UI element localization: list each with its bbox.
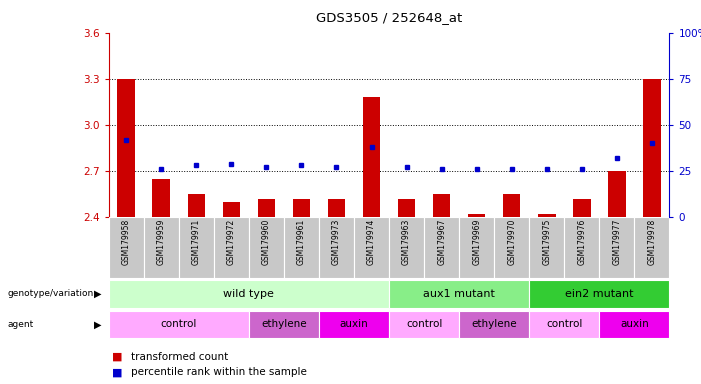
Bar xyxy=(109,217,144,278)
Text: genotype/variation: genotype/variation xyxy=(7,289,93,298)
Text: ▶: ▶ xyxy=(94,289,102,299)
Text: GSM179978: GSM179978 xyxy=(648,219,656,265)
Text: GSM179977: GSM179977 xyxy=(613,219,621,265)
Bar xyxy=(494,217,529,278)
Text: GSM179963: GSM179963 xyxy=(402,219,411,265)
Bar xyxy=(223,202,240,217)
Bar xyxy=(389,217,424,278)
Text: GSM179960: GSM179960 xyxy=(262,219,271,265)
Text: GSM179959: GSM179959 xyxy=(157,219,165,265)
Text: control: control xyxy=(546,319,583,329)
Text: GSM179958: GSM179958 xyxy=(122,219,130,265)
Text: ■: ■ xyxy=(112,352,123,362)
Bar xyxy=(529,280,669,308)
Bar xyxy=(424,217,459,278)
Bar xyxy=(319,311,389,338)
Text: ■: ■ xyxy=(112,367,123,377)
Bar xyxy=(529,311,599,338)
Bar xyxy=(179,217,214,278)
Bar xyxy=(249,311,319,338)
Bar xyxy=(187,194,205,217)
Bar xyxy=(573,199,590,217)
Text: GSM179976: GSM179976 xyxy=(578,219,586,265)
Text: ein2 mutant: ein2 mutant xyxy=(565,289,634,299)
Bar xyxy=(599,217,634,278)
Text: ethylene: ethylene xyxy=(261,319,307,329)
Text: GSM179967: GSM179967 xyxy=(437,219,446,265)
Bar xyxy=(389,311,459,338)
Text: GSM179970: GSM179970 xyxy=(508,219,516,265)
Bar xyxy=(293,199,310,217)
Bar xyxy=(599,311,669,338)
Text: ▶: ▶ xyxy=(94,319,102,329)
Bar xyxy=(214,217,249,278)
Text: GSM179971: GSM179971 xyxy=(192,219,200,265)
Bar xyxy=(564,217,599,278)
Text: auxin: auxin xyxy=(620,319,649,329)
Text: GSM179972: GSM179972 xyxy=(227,219,236,265)
Bar xyxy=(529,217,564,278)
Text: GDS3505 / 252648_at: GDS3505 / 252648_at xyxy=(316,12,462,25)
Bar xyxy=(249,217,284,278)
Bar xyxy=(503,194,520,217)
Bar xyxy=(608,171,625,217)
Text: GSM179973: GSM179973 xyxy=(332,219,341,265)
Bar xyxy=(109,280,389,308)
Text: wild type: wild type xyxy=(224,289,274,299)
Bar xyxy=(153,179,170,217)
Bar xyxy=(109,311,249,338)
Bar xyxy=(538,214,555,217)
Bar xyxy=(459,311,529,338)
Bar xyxy=(363,97,380,217)
Text: control: control xyxy=(406,319,442,329)
Text: agent: agent xyxy=(7,320,33,329)
Text: percentile rank within the sample: percentile rank within the sample xyxy=(131,367,307,377)
Bar xyxy=(144,217,179,278)
Text: GSM179975: GSM179975 xyxy=(543,219,551,265)
Bar xyxy=(389,280,529,308)
Text: auxin: auxin xyxy=(339,319,369,329)
Bar xyxy=(258,199,275,217)
Bar xyxy=(327,199,345,217)
Text: transformed count: transformed count xyxy=(131,352,229,362)
Bar xyxy=(459,217,494,278)
Bar xyxy=(118,79,135,217)
Text: control: control xyxy=(161,319,197,329)
Bar xyxy=(433,194,450,217)
Text: aux1 mutant: aux1 mutant xyxy=(423,289,495,299)
Text: GSM179969: GSM179969 xyxy=(472,219,481,265)
Bar xyxy=(319,217,354,278)
Bar xyxy=(398,199,415,217)
Text: GSM179974: GSM179974 xyxy=(367,219,376,265)
Bar xyxy=(354,217,389,278)
Bar xyxy=(634,217,669,278)
Text: GSM179961: GSM179961 xyxy=(297,219,306,265)
Bar xyxy=(468,214,485,217)
Bar xyxy=(644,79,660,217)
Bar xyxy=(284,217,319,278)
Text: ethylene: ethylene xyxy=(471,319,517,329)
